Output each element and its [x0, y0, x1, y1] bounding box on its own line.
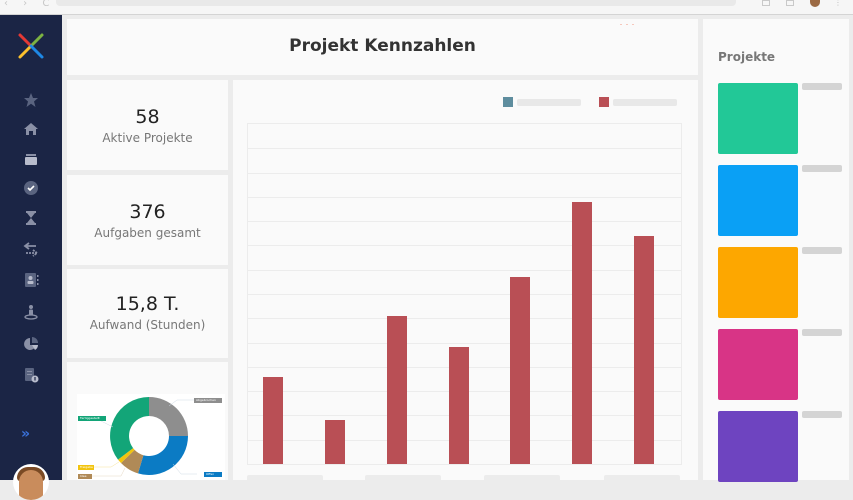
sidebar-item-time[interactable] — [22, 209, 40, 227]
project-tile[interactable] — [718, 411, 798, 482]
gridline — [248, 342, 681, 344]
loading-dots — [620, 24, 634, 26]
user-avatar[interactable] — [13, 464, 49, 500]
bar-1[interactable] — [262, 376, 283, 464]
gridline — [248, 172, 681, 174]
sidebar-item-projects[interactable] — [22, 150, 40, 168]
gridline — [248, 148, 681, 150]
projects-panel: Projekte — [703, 19, 849, 482]
bar-3[interactable] — [386, 315, 407, 464]
gridline — [248, 245, 681, 247]
kpi-label: Aktive Projekte — [102, 131, 193, 145]
legend-swatch — [503, 97, 513, 107]
browser-profile-avatar[interactable] — [810, 0, 820, 7]
bar-6[interactable] — [572, 201, 593, 464]
kpi-card-total-tasks: 376 Aufgaben gesamt — [67, 175, 228, 265]
project-tile[interactable] — [718, 329, 798, 400]
kpi-value: 58 — [135, 106, 160, 128]
project-tile[interactable] — [718, 247, 798, 318]
donut-label-abgebrochen: Abgebrochen — [194, 398, 222, 403]
bar-chart-plot — [247, 123, 682, 465]
donut-label-fertiggestellt: Fertiggestellt — [78, 416, 106, 421]
browser-nav-buttons[interactable]: ‹ › C — [4, 0, 56, 9]
avatar-face — [19, 470, 43, 500]
check-circle-icon — [24, 181, 38, 195]
donut-label-offen: Offen — [204, 472, 222, 477]
bar-5[interactable] — [510, 277, 531, 464]
projects-icon — [25, 154, 37, 165]
kpi-value: 15,8 T. — [115, 293, 180, 315]
sidebar-item-resources[interactable] — [22, 303, 40, 321]
project-name-placeholder — [802, 329, 842, 336]
sidebar-item-home[interactable] — [22, 120, 40, 138]
project-name-placeholder — [802, 247, 842, 254]
donut-label-freigabe: Freigabe — [78, 465, 94, 470]
x-axis-label-placeholder — [604, 475, 680, 481]
window-icon[interactable] — [786, 0, 794, 6]
browser-toolbar: ‹ › C ⋮ — [0, 0, 853, 15]
document-info-icon — [25, 368, 39, 383]
legend-item-series-2[interactable] — [599, 97, 677, 107]
kpi-label: Aufwand (Stunden) — [89, 318, 206, 332]
bar-2[interactable] — [324, 420, 345, 464]
donut-label-idee: Idee — [78, 474, 92, 479]
address-bar[interactable] — [56, 0, 736, 6]
kpi-card-active-projects: 58 Aktive Projekte — [67, 80, 228, 170]
x-axis-label-placeholder — [365, 475, 441, 481]
pie-chart-icon — [24, 337, 38, 350]
kpi-label: Aufgaben gesamt — [94, 226, 201, 240]
browser-menu-icon[interactable]: ⋮ — [834, 0, 842, 7]
status-donut-card: Abgebrochen Fertiggestellt Freigabe Idee… — [67, 362, 228, 480]
project-name-placeholder — [802, 83, 842, 90]
x-axis-label-placeholder — [484, 475, 560, 481]
project-name-placeholder — [802, 165, 842, 172]
project-name-placeholder — [802, 411, 842, 418]
hourglass-icon — [26, 211, 36, 225]
sidebar-item-contacts[interactable] — [22, 271, 40, 289]
project-tile[interactable] — [718, 165, 798, 236]
transfer-icon — [23, 242, 39, 257]
contacts-icon — [25, 273, 39, 287]
star-icon — [24, 93, 38, 107]
bar-7[interactable] — [634, 235, 655, 464]
sidebar-item-favorites[interactable] — [22, 91, 40, 109]
gridline — [248, 294, 681, 295]
donut-chart: Abgebrochen Fertiggestellt Freigabe Idee… — [77, 394, 225, 480]
sidebar-item-documents[interactable] — [22, 366, 40, 384]
gridline — [248, 221, 681, 223]
legend-label-placeholder — [517, 98, 581, 106]
sidebar-item-reports[interactable] — [22, 335, 40, 353]
sidebar: » — [0, 15, 62, 500]
home-icon — [24, 123, 38, 135]
user-location-icon — [24, 305, 38, 320]
donut-svg — [91, 397, 197, 477]
bar-chart-card — [233, 80, 698, 481]
kpi-value: 376 — [129, 201, 166, 223]
x-axis-label-placeholder — [247, 475, 323, 481]
bar-4[interactable] — [448, 347, 469, 464]
page-title: Projekt Kennzahlen — [289, 36, 476, 56]
page-header: Projekt Kennzahlen — [67, 19, 698, 75]
kpi-card-effort: 15,8 T. Aufwand (Stunden) — [67, 269, 228, 358]
extension-icon[interactable] — [762, 0, 770, 6]
projects-panel-title: Projekte — [718, 50, 776, 64]
gridline — [248, 196, 681, 198]
sidebar-item-tasks[interactable] — [22, 179, 40, 197]
sidebar-expand-icon[interactable]: » — [21, 426, 30, 442]
legend-item-series-1[interactable] — [503, 97, 581, 107]
legend-label-placeholder — [613, 98, 677, 106]
app-logo-icon[interactable] — [17, 32, 45, 60]
legend-swatch — [599, 97, 609, 107]
sidebar-item-transfer[interactable] — [22, 240, 40, 258]
project-tile[interactable] — [718, 83, 798, 154]
gridline — [248, 269, 681, 271]
gridline — [248, 318, 681, 320]
